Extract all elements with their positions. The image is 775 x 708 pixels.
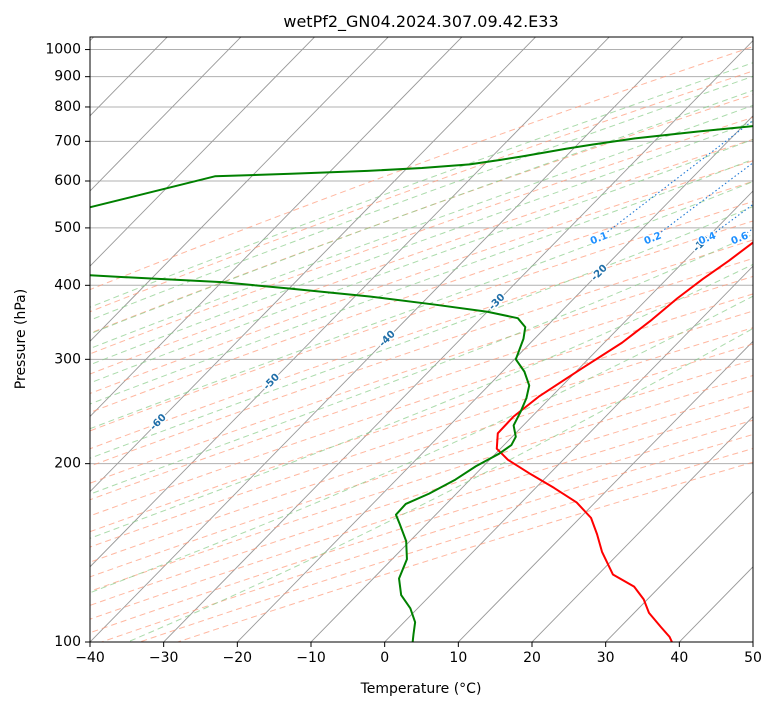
y-tick-label: 500 — [54, 220, 81, 236]
x-axis: −40 −30 −20 −10 0 10 20 30 40 50 — [75, 642, 762, 666]
dry-adiabat-line — [90, 70, 753, 313]
x-tick-label: 10 — [449, 650, 467, 666]
x-tick-label: 30 — [597, 650, 615, 666]
moist-adiabat-line — [90, 158, 753, 405]
chart-title: wetPf2_GN04.2024.307.09.42.E33 — [283, 12, 558, 32]
y-tick-label: 100 — [54, 634, 81, 650]
y-tick-label: 900 — [54, 69, 81, 85]
x-tick-label: −10 — [296, 650, 326, 666]
dry-adiabat-line — [90, 180, 753, 413]
dry-adiabat-line — [90, 359, 753, 578]
dry-adiabat-line — [90, 419, 753, 634]
isotherm-line — [678, 566, 753, 642]
moist-adiabat-line — [90, 104, 753, 350]
x-tick-label: 50 — [744, 650, 762, 666]
isotherm-line — [531, 415, 753, 642]
moist-adiabat-line — [90, 263, 753, 539]
x-tick-label: −30 — [149, 650, 179, 666]
dry-adiabat-line — [90, 138, 753, 375]
isotherm-line — [90, 37, 684, 642]
moist-adiabat-line — [90, 206, 753, 459]
x-tick-label: −20 — [223, 650, 253, 666]
isotherm-line — [90, 37, 389, 342]
x-tick-label: 40 — [670, 650, 688, 666]
dry-adiabat-line — [90, 275, 753, 501]
dry-adiabat-line — [90, 310, 753, 533]
y-tick-label: 400 — [54, 277, 81, 293]
isotherm-line — [605, 491, 753, 642]
x-tick-label: −40 — [75, 650, 105, 666]
y-axis: 100 200 300 400 500 600 700 800 900 1000 — [45, 42, 90, 650]
moist-adiabat-line — [90, 89, 753, 335]
isotherm-line — [90, 37, 537, 493]
dry-adiabat-line — [138, 447, 753, 642]
dry-adiabat-line — [90, 390, 753, 606]
isotherm-line — [90, 37, 463, 418]
plot-frame — [89, 36, 754, 643]
isotherm-line — [90, 37, 610, 568]
x-tick-label: 20 — [523, 650, 541, 666]
mixing-ratio-line — [706, 203, 753, 239]
dry-adiabat-line — [90, 220, 753, 450]
dry-adiabat-line — [90, 46, 753, 291]
sounding-series — [90, 125, 753, 642]
temperature-profile-line — [495, 241, 753, 642]
moist-adiabat-line — [90, 295, 753, 594]
moist-adiabat-line — [90, 75, 753, 321]
moist-adiabat-lines — [90, 62, 753, 642]
y-tick-label: 600 — [54, 173, 81, 189]
y-tick-label: 200 — [54, 456, 81, 472]
plot-area: -100-90-80-70-60-50-40-30-20-1000.10.20.… — [26, 37, 753, 642]
moist-adiabat-line — [90, 121, 753, 366]
dry-adiabat-line — [90, 343, 753, 563]
x-tick-label: 0 — [380, 650, 389, 666]
y-tick-label: 1000 — [45, 42, 81, 58]
isotherm-line — [90, 37, 242, 192]
mixing-ratio-label: 0.1 — [589, 230, 610, 247]
isotherm-line — [310, 190, 753, 642]
isotherm-lines — [90, 37, 753, 642]
y-axis-label: Pressure (hPa) — [13, 289, 29, 389]
moist-adiabat-line — [90, 62, 753, 308]
pressure-gridlines — [90, 49, 753, 642]
x-axis-label: Temperature (°C) — [360, 681, 482, 697]
isotherm-line — [384, 265, 753, 642]
moist-adiabat-line — [90, 138, 753, 384]
isotherm-label: -70 — [26, 462, 47, 483]
dry-adiabat-line — [90, 116, 753, 355]
y-tick-label: 800 — [54, 99, 81, 115]
dry-adiabat-line — [90, 257, 753, 484]
isotherm-line — [163, 39, 753, 642]
dewpoint-profile-line — [90, 125, 753, 642]
isotherm-line — [90, 37, 316, 267]
y-tick-label: 300 — [54, 351, 81, 367]
moist-adiabat-line — [127, 327, 753, 642]
y-tick-label: 700 — [54, 133, 81, 149]
line-labels: -100-90-80-70-60-50-40-30-20-1000.10.20.… — [26, 229, 752, 483]
